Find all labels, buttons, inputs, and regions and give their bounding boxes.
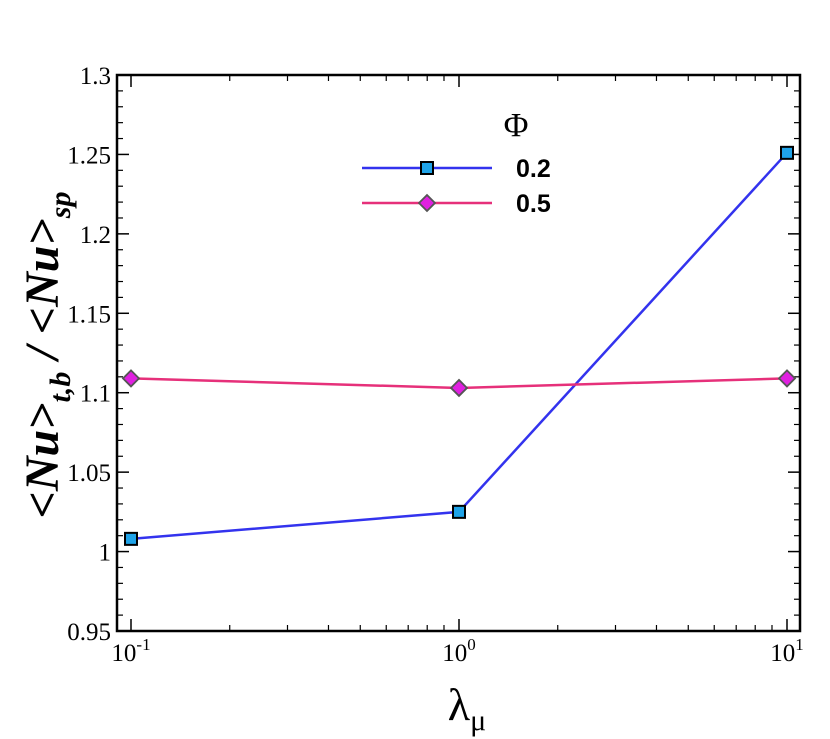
x-tick-label-base: 10	[770, 640, 795, 667]
plot-frame	[115, 73, 802, 633]
y-axis-label-part1: <Nu>	[16, 402, 69, 518]
series-point-0.2	[124, 531, 138, 546]
major-ticks	[117, 74, 800, 632]
series-point-0.5	[121, 369, 141, 388]
legend-label-0.5: 0.5	[516, 190, 551, 218]
y-tick-label: 1.1	[80, 381, 111, 408]
series-point-0.5	[777, 369, 797, 388]
y-axis-label-part2: / <Nu>	[16, 218, 69, 371]
x-tick-label: 101	[770, 635, 804, 667]
x-tick-label-exp: 0	[467, 635, 476, 654]
legend-marker-0.5	[417, 193, 437, 213]
x-tick-label-base: 10	[442, 640, 467, 667]
x-tick-label: 10-1	[111, 635, 150, 667]
series-point-0.2	[452, 504, 466, 519]
y-tick-label: 1	[99, 540, 112, 567]
series-line-0.2	[130, 151, 788, 541]
legend-title: Φ	[504, 107, 529, 144]
x-tick-label-exp: 1	[795, 635, 804, 654]
legend-label-0.2: 0.2	[516, 155, 551, 183]
series-layer	[121, 145, 797, 546]
x-axis-label-base: λ	[448, 679, 471, 730]
y-tick-label: 1.2	[80, 222, 111, 249]
y-tick-label: 1.05	[67, 460, 111, 487]
y-tick-label: 0.95	[67, 619, 111, 646]
y-axis-label: <Nu>t,b / <Nu>sp	[16, 192, 77, 519]
y-tick-label: 1.3	[80, 63, 111, 90]
series-point-0.2	[780, 145, 794, 160]
legend-marker-0.2	[420, 161, 434, 175]
x-axis-label: λμ	[448, 679, 486, 737]
legend: Φ 0.2 0.5	[362, 107, 551, 218]
series-point-0.5	[449, 378, 469, 398]
x-tick-label: 100	[442, 635, 476, 667]
x-tick-label-base: 10	[111, 640, 136, 667]
x-tick-label-exp: -1	[136, 635, 150, 654]
y-tick-label: 1.25	[67, 142, 111, 169]
minor-ticks	[117, 75, 800, 631]
x-axis-label-sub: μ	[470, 704, 486, 737]
y-axis-label-sub1: t,b	[44, 372, 77, 403]
y-tick-label: 1.15	[67, 301, 111, 328]
y-axis-label-sub2: sp	[44, 192, 77, 220]
